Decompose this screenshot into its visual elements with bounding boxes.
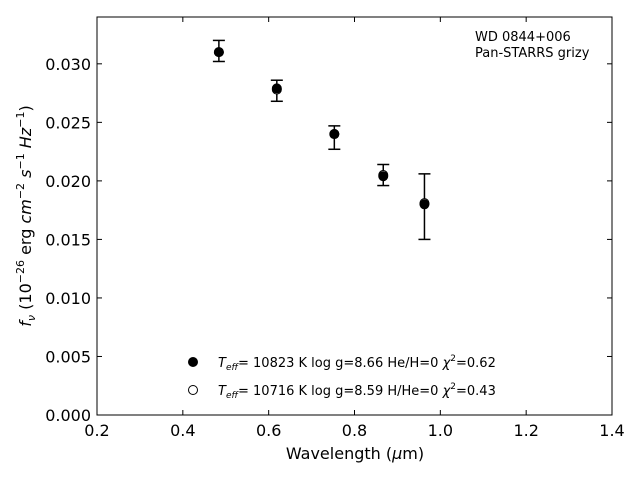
y-tick-label: 0.000 (45, 406, 91, 425)
x-axis-label: Wavelength (μm) (286, 444, 424, 463)
x-tick-label: 0.2 (84, 421, 109, 440)
filled-circle-point (271, 83, 282, 94)
filled-circle-point (378, 171, 389, 182)
legend-label: Teff= 10716 K log g=8.59 H/He=0 χ2=0.43 (218, 382, 496, 401)
x-tick-label: 0.8 (342, 421, 367, 440)
x-tick-label: 1.0 (428, 421, 453, 440)
axis-ticks: 0.2 0.4 0.6 0.8 1.0 1.2 1.4 0.000 0.005 0.010 0.01… (45, 17, 625, 440)
y-tick-label: 0.030 (45, 55, 91, 74)
y-axis-label: fν (10−26 erg cm−2 s−1 Hz−1) (14, 105, 38, 326)
annotation-survey-name: Pan-STARRS grizy (475, 46, 590, 61)
filled-circle-point (213, 47, 224, 58)
x-tick-label: 1.4 (599, 421, 624, 440)
x-tick-label: 1.2 (513, 421, 538, 440)
x-tick-label: 0.4 (170, 421, 195, 440)
y-tick-label: 0.010 (45, 289, 91, 308)
x-tick-label: 0.6 (256, 421, 281, 440)
error-bars (212, 39, 431, 241)
data-markers (213, 47, 430, 210)
filled-circle-point (329, 129, 340, 140)
annotation-object-name: WD 0844+006 (475, 30, 571, 45)
filled-circle-point (419, 199, 430, 210)
legend-marker (188, 357, 198, 367)
y-tick-label: 0.005 (45, 347, 91, 366)
legend-marker (188, 385, 198, 395)
y-tick-label: 0.015 (45, 230, 91, 249)
y-tick-label: 0.020 (45, 172, 91, 191)
legend-label: Teff= 10823 K log g=8.66 He/H=0 χ2=0.62 (218, 354, 496, 373)
legend: Teff= 10823 K log g=8.66 He/H=0 χ2=0.62 T… (188, 354, 496, 401)
y-tick-label: 0.025 (45, 113, 91, 132)
